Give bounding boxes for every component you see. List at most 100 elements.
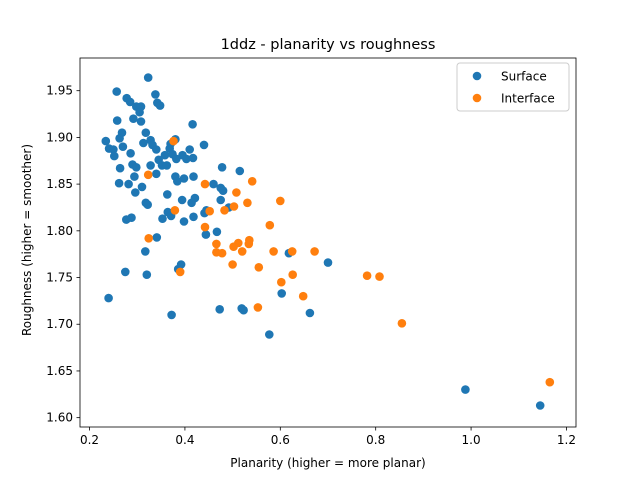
point-surface bbox=[152, 169, 161, 179]
point-surface bbox=[239, 305, 248, 315]
point-surface bbox=[218, 186, 228, 195]
point-surface bbox=[115, 163, 125, 173]
point-surface bbox=[277, 289, 287, 298]
point-surface bbox=[143, 73, 153, 82]
point-surface bbox=[188, 153, 198, 163]
legend-label-interface: Interface bbox=[501, 92, 555, 106]
point-surface bbox=[188, 120, 197, 129]
point-surface bbox=[101, 136, 111, 146]
point-surface bbox=[126, 149, 135, 158]
point-surface bbox=[189, 172, 198, 181]
point-surface bbox=[215, 305, 224, 314]
point-interface bbox=[212, 239, 221, 249]
point-interface bbox=[277, 277, 286, 287]
point-surface bbox=[141, 128, 151, 137]
point-interface bbox=[253, 303, 263, 312]
point-surface bbox=[112, 116, 122, 125]
point-interface bbox=[247, 177, 257, 186]
point-surface bbox=[110, 151, 119, 161]
point-interface bbox=[269, 247, 278, 256]
point-surface bbox=[173, 177, 182, 186]
point-interface bbox=[228, 260, 237, 269]
chart-title: 1ddz - planarity vs roughness bbox=[221, 37, 436, 53]
point-surface bbox=[115, 134, 124, 143]
point-surface bbox=[112, 87, 121, 96]
point-interface bbox=[217, 248, 227, 258]
point-surface bbox=[201, 230, 211, 239]
point-interface bbox=[232, 188, 241, 197]
point-surface bbox=[135, 107, 144, 117]
point-surface bbox=[185, 145, 194, 154]
point-surface bbox=[125, 97, 135, 107]
point-interface bbox=[229, 242, 238, 251]
point-interface bbox=[545, 377, 555, 387]
point-surface bbox=[235, 166, 245, 176]
point-surface bbox=[189, 212, 198, 222]
point-surface bbox=[151, 90, 160, 99]
point-surface bbox=[121, 267, 130, 277]
point-surface bbox=[137, 182, 147, 192]
point-surface bbox=[212, 227, 222, 237]
axes-layer: 0.2 0.4 0.6 0.8 1.0 1.2 1.60 1.65 1.70 1.75 1.80 1.… bbox=[46, 57, 577, 447]
point-interface bbox=[298, 291, 308, 301]
x-axis-label: Planarity (higher = more planar) bbox=[230, 456, 425, 470]
point-surface bbox=[141, 247, 150, 256]
point-interface bbox=[310, 247, 319, 256]
y-tick-label: 1.70 bbox=[46, 317, 73, 331]
point-surface bbox=[162, 161, 172, 170]
point-interface bbox=[200, 179, 210, 189]
point-interface bbox=[170, 206, 180, 215]
point-surface bbox=[172, 154, 181, 164]
point-surface bbox=[146, 161, 155, 170]
point-surface bbox=[142, 270, 152, 280]
point-surface bbox=[122, 215, 131, 224]
point-surface bbox=[160, 150, 170, 160]
point-surface bbox=[104, 293, 113, 303]
legend: Surface Interface bbox=[456, 62, 570, 112]
point-surface bbox=[305, 308, 315, 318]
y-tick-label: 1.75 bbox=[46, 271, 73, 285]
y-axis-label: Roughness (higher = smoother) bbox=[20, 144, 34, 336]
point-surface bbox=[209, 179, 218, 189]
point-interface bbox=[245, 235, 254, 245]
point-surface bbox=[265, 330, 274, 339]
point-surface bbox=[132, 163, 141, 172]
point-surface bbox=[114, 178, 124, 188]
point-surface bbox=[152, 233, 162, 242]
y-tick-label: 1.80 bbox=[46, 224, 73, 238]
point-surface bbox=[179, 217, 189, 226]
y-tick-label: 1.65 bbox=[46, 364, 73, 378]
point-surface bbox=[136, 117, 146, 126]
x-tick-label: 0.2 bbox=[80, 433, 99, 447]
point-surface bbox=[152, 145, 161, 154]
series-surface bbox=[101, 73, 545, 410]
point-interface bbox=[200, 222, 210, 232]
point-interface bbox=[169, 136, 178, 146]
point-surface bbox=[216, 195, 225, 205]
point-surface bbox=[158, 214, 167, 223]
point-surface bbox=[535, 401, 545, 410]
point-interface bbox=[205, 206, 214, 216]
point-surface bbox=[124, 179, 133, 189]
point-interface bbox=[175, 267, 185, 277]
points-layer bbox=[101, 73, 555, 410]
legend-label-surface: Surface bbox=[501, 70, 547, 84]
point-surface bbox=[461, 385, 470, 394]
series-interface bbox=[143, 136, 555, 387]
point-interface bbox=[397, 319, 407, 328]
point-surface bbox=[109, 145, 118, 154]
point-surface bbox=[177, 195, 187, 205]
point-interface bbox=[243, 198, 252, 208]
point-interface bbox=[143, 170, 153, 180]
point-surface bbox=[179, 174, 189, 183]
point-surface bbox=[129, 114, 138, 123]
plot-frame bbox=[79, 57, 577, 428]
point-surface bbox=[131, 188, 140, 197]
y-tick-label: 1.90 bbox=[46, 130, 73, 144]
x-tick-label: 1.0 bbox=[462, 433, 481, 447]
legend-marker-surface bbox=[472, 71, 482, 81]
y-tick-label: 1.85 bbox=[46, 177, 73, 191]
x-tick-label: 0.8 bbox=[366, 433, 385, 447]
point-interface bbox=[276, 196, 285, 206]
